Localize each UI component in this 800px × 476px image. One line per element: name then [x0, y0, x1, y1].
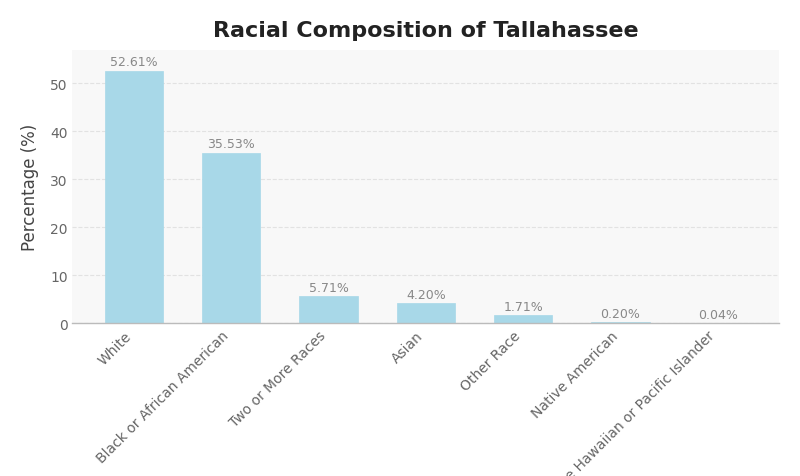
Text: 1.71%: 1.71%: [503, 300, 543, 313]
Text: 5.71%: 5.71%: [309, 281, 348, 294]
Text: 0.20%: 0.20%: [601, 307, 641, 320]
Bar: [397, 304, 455, 324]
Bar: [299, 297, 358, 324]
Bar: [202, 153, 260, 324]
Bar: [494, 316, 552, 324]
Text: 52.61%: 52.61%: [110, 56, 158, 69]
Text: 0.04%: 0.04%: [698, 308, 738, 321]
Title: Racial Composition of Tallahassee: Racial Composition of Tallahassee: [213, 21, 638, 41]
Text: 35.53%: 35.53%: [207, 138, 255, 151]
Bar: [591, 323, 650, 324]
Y-axis label: Percentage (%): Percentage (%): [21, 124, 39, 251]
Bar: [105, 72, 163, 324]
Text: 4.20%: 4.20%: [406, 288, 446, 301]
